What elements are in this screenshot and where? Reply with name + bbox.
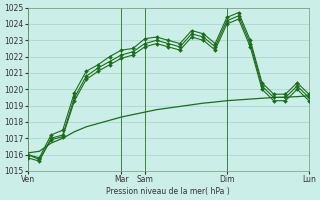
X-axis label: Pression niveau de la mer( hPa ): Pression niveau de la mer( hPa ) [106, 187, 230, 196]
